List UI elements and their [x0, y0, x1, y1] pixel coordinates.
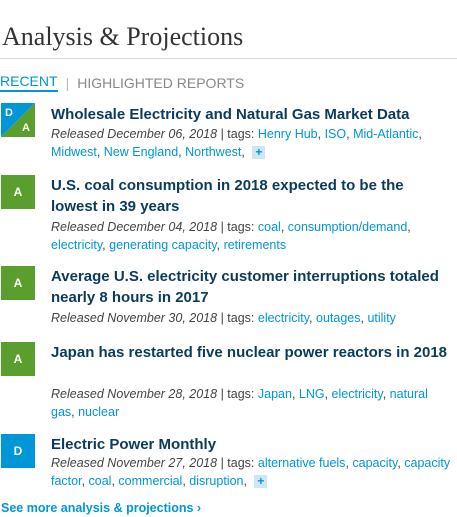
tag-link[interactable]: commercial — [118, 474, 183, 488]
tab-recent[interactable]: RECENT — [0, 73, 58, 92]
tag-link[interactable]: electricity — [51, 238, 103, 252]
tag-link[interactable]: alternative fuels — [257, 456, 346, 470]
release-date: Released November 27, 2018 — [51, 456, 218, 470]
release-date: Released November 28, 2018 — [51, 387, 218, 401]
tab-bar: RECENT | HIGHLIGHTED REPORTS — [0, 73, 244, 92]
tags-label: | tags: — [220, 220, 255, 234]
tag-link[interactable]: generating capacity — [109, 238, 217, 252]
item-title-link[interactable]: Japan has restarted five nuclear power r… — [51, 344, 448, 361]
item-meta: Released December 04, 2018 | tags: coal,… — [51, 220, 411, 252]
data-analysis-badge: D A — [1, 103, 35, 137]
tag-link[interactable]: electricity — [257, 311, 310, 325]
see-more-link[interactable]: See more analysis & projections › — [1, 501, 202, 515]
item-meta: Released November 27, 2018 | tags: alter… — [51, 456, 451, 489]
tag-link[interactable]: coal — [88, 474, 112, 488]
tags-label: | tags: — [220, 127, 255, 141]
badge-letter-d: D — [5, 107, 13, 119]
tag-link[interactable]: Midwest — [51, 145, 97, 159]
tag-link[interactable]: coal — [257, 220, 281, 234]
tag-link[interactable]: LNG — [298, 387, 325, 401]
more-tags-button[interactable]: + — [254, 475, 268, 489]
tag-link[interactable]: Henry Hub — [257, 127, 318, 141]
item-meta: Released November 28, 2018 | tags: Japan… — [51, 387, 428, 419]
tags-label: | tags: — [220, 387, 255, 401]
badge-split-icon — [1, 103, 35, 137]
tag-link[interactable]: Japan — [257, 387, 292, 401]
tag-link[interactable]: disruption — [189, 474, 244, 488]
tab-highlighted-reports[interactable]: HIGHLIGHTED REPORTS — [77, 74, 245, 91]
tag-link[interactable]: natural gas — [51, 387, 428, 419]
tag-link[interactable]: Mid-Atlantic — [353, 127, 419, 141]
analysis-badge: A — [1, 175, 35, 209]
tag-link[interactable]: electricity — [331, 387, 383, 401]
tab-separator: | — [65, 74, 70, 91]
tag-link[interactable]: ISO — [324, 127, 347, 141]
tags-label: | tags: — [220, 456, 255, 470]
item-title-link[interactable]: U.S. coal consumption in 2018 expected t… — [51, 177, 404, 215]
item-title-link[interactable]: Electric Power Monthly — [51, 436, 217, 453]
release-date: Released December 04, 2018 — [51, 220, 218, 234]
item-title-link[interactable]: Wholesale Electricity and Natural Gas Ma… — [51, 106, 410, 123]
title-divider — [0, 58, 457, 59]
analysis-badge: A — [1, 342, 35, 376]
tag-link[interactable]: nuclear — [78, 405, 120, 419]
item-meta: Released December 06, 2018 | tags: Henry… — [51, 127, 422, 160]
more-tags-button[interactable]: + — [252, 146, 266, 160]
tag-link[interactable]: Northwest — [185, 145, 242, 159]
tag-link[interactable]: consumption/demand — [287, 220, 408, 234]
release-date: Released December 06, 2018 — [51, 127, 218, 141]
release-date: Released November 30, 2018 — [51, 311, 218, 325]
page-title: Analysis & Projections — [2, 22, 244, 51]
tag-link[interactable]: outages — [316, 311, 361, 325]
analysis-badge: A — [1, 266, 35, 300]
tag-link[interactable]: utility — [367, 311, 396, 325]
tag-link[interactable]: retirements — [223, 238, 287, 252]
tags-label: | tags: — [220, 311, 255, 325]
item-meta: Released November 30, 2018 | tags: elect… — [51, 311, 396, 325]
tag-link[interactable]: capacity factor — [51, 456, 451, 488]
item-title-link[interactable]: Average U.S. electricity customer interr… — [51, 268, 439, 306]
badge-letter-a: A — [22, 122, 30, 134]
tag-link[interactable]: New England — [103, 145, 179, 159]
tag-link[interactable]: capacity — [352, 456, 398, 470]
data-badge: D — [1, 434, 35, 468]
